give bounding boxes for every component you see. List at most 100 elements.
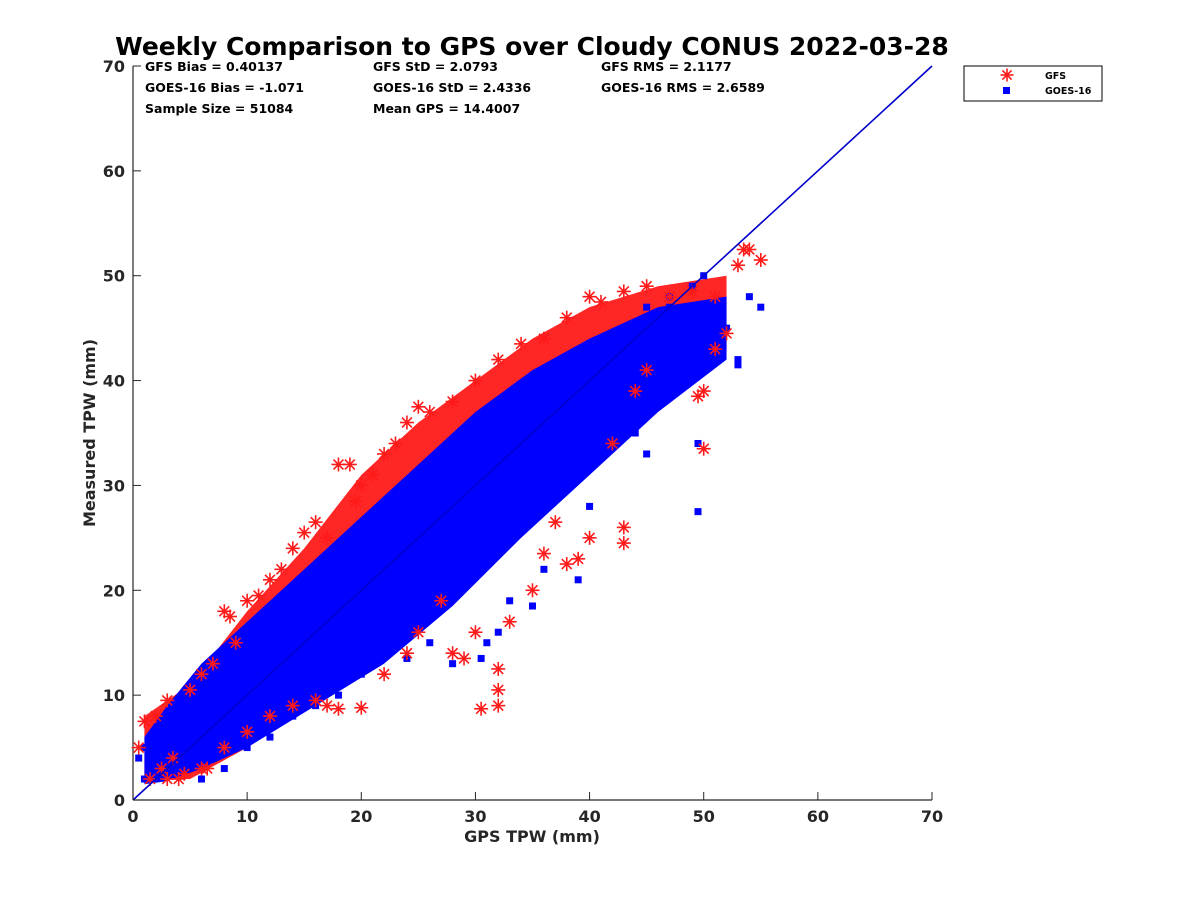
goes16-point	[186, 754, 194, 762]
gfs-point	[662, 289, 677, 304]
goes16-point	[334, 691, 342, 699]
goes16-point	[540, 565, 548, 573]
gfs-point	[593, 294, 608, 309]
y-tick-label: 50	[103, 267, 125, 286]
gfs-point	[320, 698, 335, 713]
gfs-point	[183, 682, 198, 697]
goes16-point	[266, 681, 274, 689]
gfs-point	[342, 457, 357, 472]
gfs-point	[474, 701, 489, 716]
gfs-point	[719, 326, 734, 341]
legend: GFS GOES-16	[963, 65, 1103, 102]
goes16-point	[357, 670, 365, 678]
goes16-point	[734, 361, 742, 369]
gfs-point	[468, 373, 483, 388]
gfs-point	[308, 693, 323, 708]
goes16-point	[209, 691, 217, 699]
goes16-point	[620, 324, 628, 332]
stat-text: GOES-16 StD = 2.4336	[373, 80, 531, 95]
gfs-point	[297, 525, 312, 540]
tick-labels: 0 10 20 30 40 50 60 70 0 10 20 30 40 50 60 70	[103, 57, 943, 826]
goes16-point	[711, 303, 719, 311]
goes16-point	[380, 586, 388, 594]
gfs-point	[691, 389, 706, 404]
goes16-point	[551, 377, 559, 385]
gfs-point	[377, 446, 392, 461]
y-axis-label: Measured TPW (mm)	[80, 339, 99, 527]
gfs-point	[411, 399, 426, 414]
goes16-point	[175, 765, 183, 773]
goes16-point	[608, 366, 616, 374]
gfs-point	[240, 593, 255, 608]
legend-goes16-marker	[1003, 87, 1010, 94]
gfs-point	[137, 714, 152, 729]
goes16-point	[506, 597, 514, 605]
legend-gfs-marker	[1000, 68, 1014, 82]
goes16-point	[346, 565, 354, 573]
x-tick-label: 30	[464, 807, 486, 826]
goes16-point	[323, 586, 331, 594]
x-tick-label: 20	[350, 807, 372, 826]
gfs-point	[708, 289, 723, 304]
density-clouds	[144, 275, 727, 785]
gfs-point	[548, 515, 563, 530]
stat-text: GOES-16 RMS = 2.6589	[601, 80, 765, 95]
y-tick-label: 30	[103, 476, 125, 495]
goes16-point	[243, 702, 251, 710]
x-tick-label: 50	[693, 807, 715, 826]
legend-gfs-label: GFS	[1045, 71, 1066, 82]
goes16-point	[517, 450, 525, 458]
gfs-point	[411, 625, 426, 640]
x-axis-label: GPS TPW (mm)	[464, 827, 600, 846]
one-to-one-line-path	[132, 65, 933, 801]
goes16-point	[643, 450, 651, 458]
gfs-point	[308, 515, 323, 530]
goes16-point	[586, 387, 594, 395]
goes16-point	[232, 670, 240, 678]
goes16-point	[266, 733, 274, 741]
gfs-point	[160, 772, 175, 787]
gfs-point	[559, 310, 574, 325]
gfs-point	[445, 646, 460, 661]
gfs-point	[616, 284, 631, 299]
x-tick-label: 10	[236, 807, 258, 826]
gfs-point	[223, 609, 238, 624]
gfs-point	[491, 682, 506, 697]
goes16-point	[135, 754, 143, 762]
gfs-point	[205, 656, 220, 671]
stat-text: Sample Size = 51084	[145, 101, 294, 116]
gfs-point	[571, 551, 586, 566]
y-tick-label: 20	[103, 581, 125, 600]
gfs-points	[131, 242, 768, 787]
goes16-point	[243, 744, 251, 752]
gfs-point	[708, 342, 723, 357]
y-tick-label: 40	[103, 372, 125, 391]
goes16-point	[220, 723, 228, 731]
goes16-point	[745, 293, 753, 301]
gfs-point	[194, 761, 209, 776]
goes16-point	[631, 429, 639, 437]
gfs-point	[377, 667, 392, 682]
gfs-point	[434, 593, 449, 608]
goes16-point	[757, 303, 765, 311]
goes16-point	[494, 628, 502, 636]
goes16-point	[597, 335, 605, 343]
goes16-point	[426, 544, 434, 552]
goes16-point	[197, 775, 205, 783]
gfs-point	[514, 336, 529, 351]
gfs-point	[240, 724, 255, 739]
gfs-point	[160, 693, 175, 708]
goes16-point	[163, 723, 171, 731]
goes16-point	[471, 492, 479, 500]
one-to-one-line	[132, 65, 933, 801]
gfs-point	[742, 242, 757, 257]
goes16-point	[334, 628, 342, 636]
goes16-point	[460, 460, 468, 468]
x-tick-label: 70	[921, 807, 943, 826]
gfs-point	[388, 436, 403, 451]
gfs-point	[502, 614, 517, 629]
goes16-point	[483, 439, 491, 447]
gfs-point	[217, 740, 232, 755]
goes16-point	[300, 607, 308, 615]
y-tick-label: 10	[103, 686, 125, 705]
